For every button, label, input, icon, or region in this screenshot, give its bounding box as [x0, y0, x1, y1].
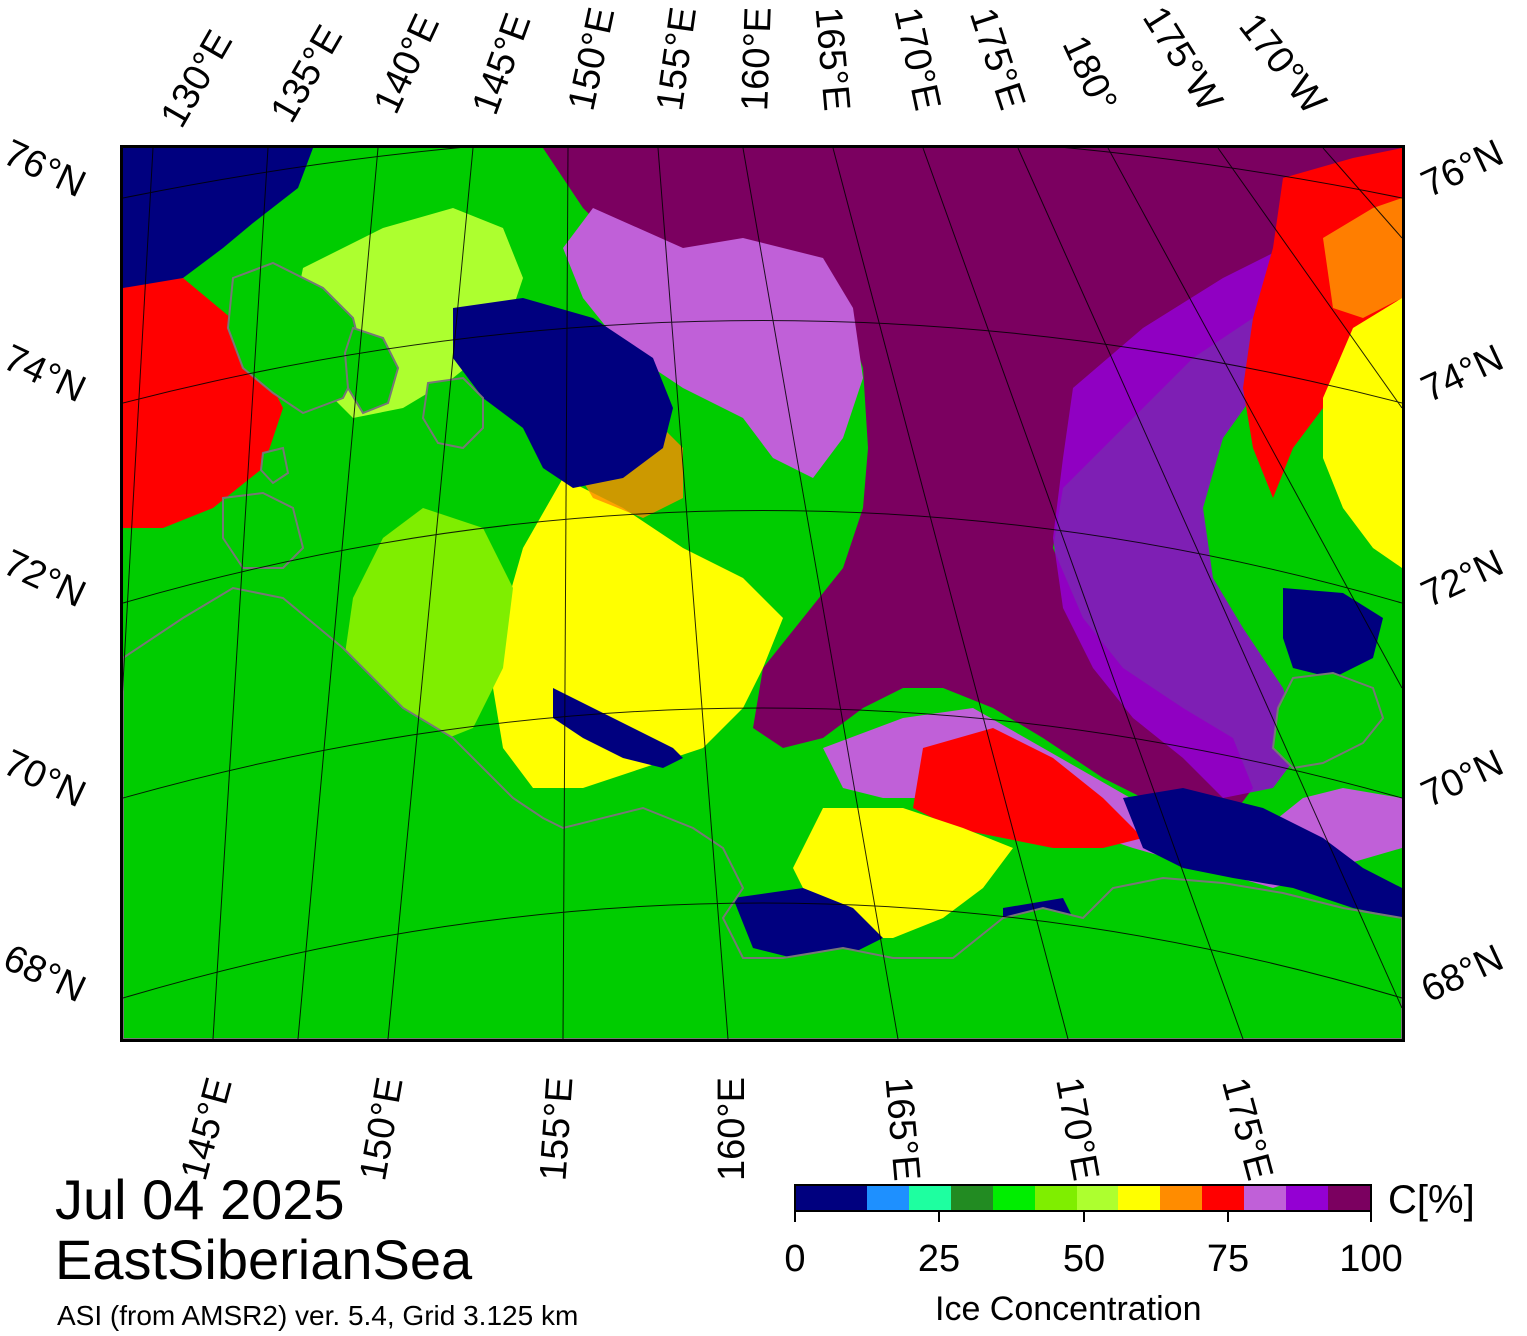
- top-lon-label: 175°W: [1134, 0, 1231, 119]
- island-small-1: [259, 446, 290, 485]
- right-lat-label: 70°N: [1415, 742, 1510, 816]
- colorbar-segment: [950, 1186, 993, 1210]
- colorbar-tick-label: 0: [784, 1238, 806, 1280]
- top-lon-label: 145°E: [464, 7, 540, 121]
- colorbar-tick: [1083, 1212, 1085, 1222]
- ice-band-60pct-central: [343, 508, 513, 748]
- colorbar-segment: [866, 1186, 909, 1210]
- top-lon-label: 175°E: [960, 3, 1034, 115]
- colorbar-segment: [1118, 1186, 1161, 1210]
- polynya-south-coast: [733, 888, 883, 958]
- bottom-lon-label: 165°E: [876, 1075, 928, 1183]
- ice-band-85pct-south: [913, 728, 1143, 848]
- top-lon-label: 170°E: [885, 3, 949, 115]
- colorbar-unit: C[%]: [1388, 1178, 1475, 1222]
- ice-band-orange: [1323, 198, 1402, 318]
- colorbar: [794, 1184, 1372, 1212]
- colorbar-tick-label: 75: [1206, 1238, 1250, 1280]
- colorbar-segment: [1286, 1186, 1329, 1210]
- polynya-wrangel: [1283, 588, 1383, 678]
- colorbar-segment: [1202, 1186, 1245, 1210]
- top-lon-label: 140°E: [365, 8, 448, 120]
- island-kotelny: [226, 261, 365, 415]
- colorbar-segment: [1244, 1186, 1287, 1210]
- left-lat-label: 74°N: [0, 337, 92, 411]
- left-lat-label: 70°N: [0, 742, 92, 816]
- bottom-lon-label: 160°E: [710, 1077, 753, 1181]
- ice-band-75pct-east: [1323, 298, 1402, 568]
- top-lon-label: 170°W: [1230, 5, 1335, 123]
- ice-belt-95pct: [1053, 208, 1402, 798]
- colorbar-tick: [1370, 1212, 1372, 1222]
- top-lon-label: 165°E: [806, 5, 858, 113]
- ice-belt-90pct-west: [563, 208, 863, 478]
- region-label: EastSiberianSea: [55, 1228, 473, 1291]
- right-lat-label: 76°N: [1415, 132, 1510, 206]
- colorbar-title: Ice Concentration: [935, 1290, 1202, 1328]
- bottom-lon-label: 155°E: [532, 1075, 582, 1183]
- colorbar-tick: [938, 1212, 940, 1222]
- ice-concentration-map: [120, 145, 1405, 1042]
- source-label: ASI (from AMSR2) ver. 5.4, Grid 3.125 km: [57, 1300, 579, 1331]
- right-lat-label: 72°N: [1415, 542, 1510, 616]
- date-label: Jul 04 2025: [55, 1168, 345, 1231]
- right-lat-label: 74°N: [1415, 337, 1510, 411]
- top-lon-label: 180°: [1053, 29, 1125, 119]
- colorbar-segment: [1076, 1186, 1119, 1210]
- colorbar-tick: [794, 1212, 796, 1222]
- colorbar-segment: [908, 1186, 951, 1210]
- map-canvas: [123, 148, 1402, 1039]
- bottom-lon-label: 175°E: [1213, 1073, 1281, 1185]
- left-lat-label: 72°N: [0, 542, 92, 616]
- island-wrangel: [1271, 671, 1385, 770]
- bottom-lon-label: 150°E: [352, 1074, 412, 1184]
- left-lat-label: 76°N: [0, 132, 92, 206]
- top-lon-label: 135°E: [262, 18, 352, 130]
- right-lat-label: 68°N: [1415, 937, 1510, 1011]
- island-faddeyevsky: [421, 376, 484, 450]
- colorbar-segment: [1034, 1186, 1077, 1210]
- polynya-north: [453, 298, 673, 488]
- colorbar-tick-label: 25: [917, 1238, 961, 1280]
- colorbar-segment: [796, 1186, 867, 1210]
- graticule: [123, 148, 1402, 1039]
- top-lon-label: 155°E: [648, 4, 706, 114]
- colorbar-segment: [1328, 1186, 1370, 1210]
- polynya-northeast-coast: [1123, 788, 1402, 918]
- ice-band-75pct-south: [793, 808, 1013, 938]
- left-lat-label: 68°N: [0, 937, 92, 1011]
- polynya-kolyma-channel: [553, 688, 683, 768]
- colorbar-tick-label: 50: [1062, 1238, 1106, 1280]
- colorbar-segment: [992, 1186, 1035, 1210]
- top-lon-label: 130°E: [152, 23, 242, 135]
- colorbar-tick-label: 100: [1339, 1238, 1403, 1280]
- bottom-lon-label: 170°E: [1047, 1074, 1107, 1184]
- top-lon-label: 160°E: [734, 6, 780, 112]
- top-lon-label: 150°E: [560, 3, 624, 115]
- colorbar-segment: [1160, 1186, 1203, 1210]
- colorbar-tick: [1227, 1212, 1229, 1222]
